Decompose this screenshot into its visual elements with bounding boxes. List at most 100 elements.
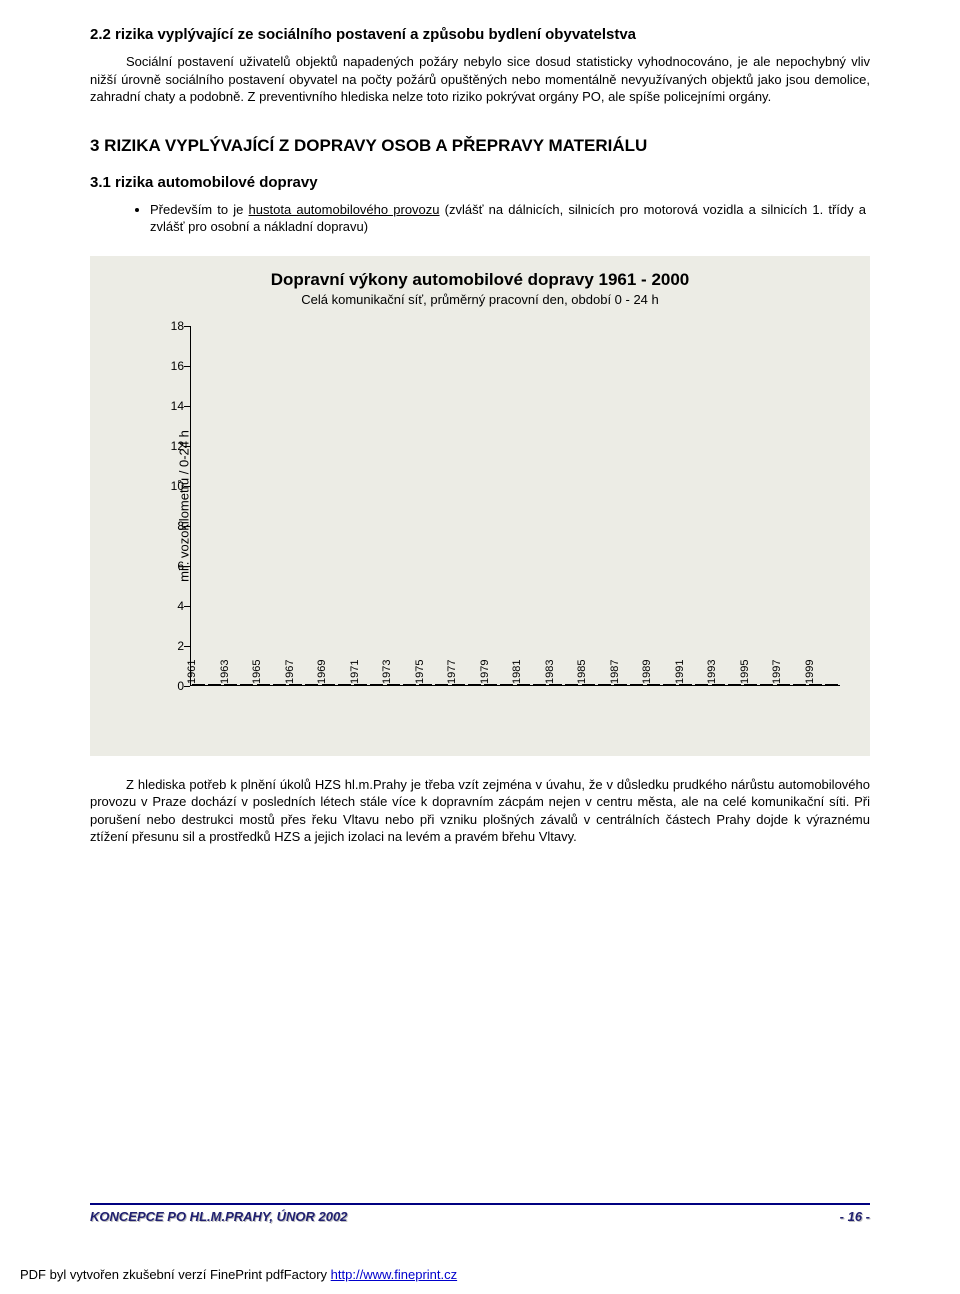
x-tick-label: 1973	[381, 659, 393, 683]
section-2-2-text: Sociální postavení uživatelů objektů nap…	[90, 53, 870, 106]
bar	[419, 684, 432, 686]
bar	[712, 684, 725, 686]
bar-slot	[271, 684, 287, 686]
bar-slot	[791, 684, 807, 686]
bar	[728, 684, 741, 686]
x-tick-label: 1983	[543, 659, 555, 683]
bar	[630, 684, 643, 686]
bar	[257, 684, 270, 686]
footer: KONCEPCE PO HL.M.PRAHY, ÚNOR 2002 - 16 -	[90, 1203, 870, 1224]
bar-slot: 1981	[515, 684, 531, 686]
bar-slot: 1977	[450, 684, 466, 686]
y-tick-mark	[184, 646, 190, 647]
bar	[517, 684, 530, 686]
x-tick-label: 1965	[251, 659, 263, 683]
x-tick-label: 1995	[738, 659, 750, 683]
y-tick-mark	[184, 486, 190, 487]
bar	[224, 684, 237, 686]
y-tick-label: 12	[156, 439, 184, 453]
bar	[500, 684, 513, 686]
bar	[387, 684, 400, 686]
x-tick-label: 1991	[673, 659, 685, 683]
bar-slot: 1979	[483, 684, 499, 686]
bar-slot	[726, 684, 742, 686]
bar	[809, 684, 822, 686]
bar-slot: 1963	[223, 684, 239, 686]
chart-bars: 1961196319651967196919711973197519771979…	[190, 326, 840, 686]
chart-plot: 1961196319651967196919711973197519771979…	[190, 326, 840, 686]
bar-slot: 1965	[255, 684, 271, 686]
x-tick-label: 1961	[186, 659, 198, 683]
y-tick-label: 2	[156, 639, 184, 653]
bar	[679, 684, 692, 686]
section-3-heading: 3 RIZIKA VYPLÝVAJÍCÍ Z DOPRAVY OSOB A PŘ…	[90, 136, 870, 156]
bullet-underline: hustota automobilového provozu	[249, 202, 440, 217]
bar	[744, 684, 757, 686]
bar-slot	[206, 684, 222, 686]
chart-subtitle: Celá komunikační síť, průměrný pracovní …	[90, 292, 870, 307]
bar	[647, 684, 660, 686]
bar	[533, 684, 546, 686]
y-tick-mark	[184, 606, 190, 607]
bar-slot: 1985	[580, 684, 596, 686]
bar	[484, 684, 497, 686]
y-tick-mark	[184, 686, 190, 687]
x-tick-label: 1997	[771, 659, 783, 683]
bar	[435, 684, 448, 686]
bar-slot: 1971	[353, 684, 369, 686]
bullet-list: Především to je hustota automobilového p…	[90, 201, 870, 236]
bar	[695, 684, 708, 686]
pdf-link[interactable]: http://www.fineprint.cz	[331, 1267, 457, 1282]
x-tick-label: 1981	[511, 659, 523, 683]
bar	[370, 684, 383, 686]
bar	[549, 684, 562, 686]
bar	[403, 684, 416, 686]
bar-slot: 1997	[775, 684, 791, 686]
y-tick-label: 18	[156, 319, 184, 333]
bar	[208, 684, 221, 686]
bar	[582, 684, 595, 686]
bar-slot: 1999	[808, 684, 824, 686]
bar-slot: 1969	[320, 684, 336, 686]
bar	[777, 684, 790, 686]
x-tick-label: 1993	[706, 659, 718, 683]
bar-slot: 1993	[710, 684, 726, 686]
x-tick-label: 1977	[446, 659, 458, 683]
bar	[565, 684, 578, 686]
x-tick-label: 1985	[576, 659, 588, 683]
pdf-text: PDF byl vytvořen zkušební verzí FinePrin…	[20, 1267, 331, 1282]
footer-right: - 16 -	[840, 1209, 870, 1224]
x-tick-label: 1969	[316, 659, 328, 683]
bar-slot	[824, 684, 840, 686]
bar	[663, 684, 676, 686]
bar	[614, 684, 627, 686]
y-tick-mark	[184, 526, 190, 527]
bar-slot	[304, 684, 320, 686]
bar	[468, 684, 481, 686]
bar-slot	[369, 684, 385, 686]
section-3-1-heading: 3.1 rizika automobilové dopravy	[90, 174, 870, 191]
page: 2.2 rizika vyplývající ze sociálního pos…	[0, 0, 960, 1294]
x-tick-label: 1987	[608, 659, 620, 683]
bar	[289, 684, 302, 686]
bar-slot	[661, 684, 677, 686]
bar-slot	[531, 684, 547, 686]
y-tick-mark	[184, 446, 190, 447]
bar-slot	[336, 684, 352, 686]
x-tick-label: 1963	[218, 659, 230, 683]
bar	[825, 684, 838, 686]
bar-slot	[596, 684, 612, 686]
bar-slot: 1987	[613, 684, 629, 686]
x-tick-label: 1989	[641, 659, 653, 683]
bullet-item: Především to je hustota automobilového p…	[150, 201, 870, 236]
footer-rule	[90, 1203, 870, 1205]
chart-container: Dopravní výkony automobilové dopravy 196…	[90, 256, 870, 756]
bar	[322, 684, 335, 686]
x-tick-label: 1975	[413, 659, 425, 683]
section-2-2-heading: 2.2 rizika vyplývající ze sociálního pos…	[90, 26, 870, 43]
y-tick-label: 16	[156, 359, 184, 373]
bar-slot: 1975	[418, 684, 434, 686]
bar-slot: 1983	[548, 684, 564, 686]
bar-slot	[499, 684, 515, 686]
y-tick-label: 8	[156, 519, 184, 533]
